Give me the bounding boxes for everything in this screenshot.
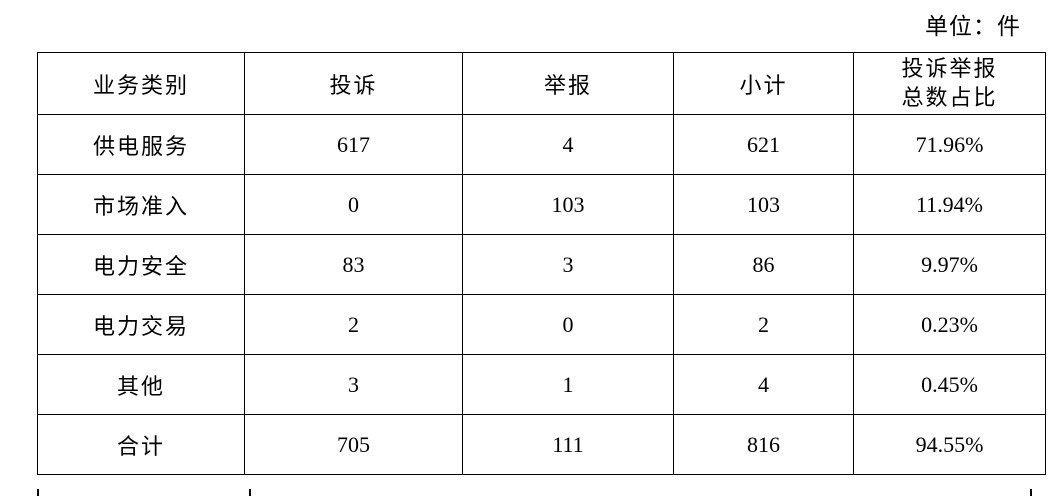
cell-reports: 0 (462, 294, 674, 355)
next-table-cutoff-tick (37, 489, 39, 496)
row-power-safety: 电力安全 83 3 86 9.97% (37, 234, 1046, 295)
cell-complaints: 3 (244, 354, 463, 415)
cell-reports: 103 (462, 174, 674, 235)
header-percentage: 投诉举报 总数占比 (853, 52, 1046, 115)
header-subtotal: 小计 (673, 52, 854, 115)
cell-complaints: 2 (244, 294, 463, 355)
cell-category: 合计 (37, 414, 245, 475)
row-others: 其他 3 1 4 0.45% (37, 354, 1046, 415)
unit-label: 单位：件 (925, 14, 1021, 39)
cell-subtotal: 4 (673, 354, 854, 415)
header-business-category: 业务类别 (37, 52, 245, 115)
next-table-cutoff-tick (1030, 489, 1032, 496)
cell-reports: 3 (462, 234, 674, 295)
cell-subtotal: 2 (673, 294, 854, 355)
cell-category: 电力安全 (37, 234, 245, 295)
header-percentage-line2: 总数占比 (901, 84, 998, 110)
cell-subtotal: 816 (673, 414, 854, 475)
complaints-reports-table: 业务类别 投诉 举报 小计 投诉举报 总数占比 供电服务 617 4 621 7… (37, 52, 1046, 475)
cell-complaints: 0 (244, 174, 463, 235)
cell-subtotal: 86 (673, 234, 854, 295)
cell-complaints: 83 (244, 234, 463, 295)
cell-reports: 4 (462, 114, 674, 175)
header-complaints: 投诉 (244, 52, 463, 115)
cell-category: 其他 (37, 354, 245, 415)
cell-subtotal: 103 (673, 174, 854, 235)
cell-reports: 1 (462, 354, 674, 415)
cell-subtotal: 621 (673, 114, 854, 175)
cell-category: 供电服务 (37, 114, 245, 175)
cell-percentage: 0.45% (853, 354, 1046, 415)
cell-category: 市场准入 (37, 174, 245, 235)
cell-percentage: 0.23% (853, 294, 1046, 355)
cell-category: 电力交易 (37, 294, 245, 355)
cell-percentage: 11.94% (853, 174, 1046, 235)
cell-complaints: 705 (244, 414, 463, 475)
row-total: 合计 705 111 816 94.55% (37, 414, 1046, 475)
row-power-trading: 电力交易 2 0 2 0.23% (37, 294, 1046, 355)
header-reports: 举报 (462, 52, 674, 115)
cell-percentage: 71.96% (853, 114, 1046, 175)
next-table-cutoff-tick (249, 489, 251, 496)
cell-percentage: 94.55% (853, 414, 1046, 475)
row-market-access: 市场准入 0 103 103 11.94% (37, 174, 1046, 235)
cell-reports: 111 (462, 414, 674, 475)
row-power-supply-service: 供电服务 617 4 621 71.96% (37, 114, 1046, 175)
cell-complaints: 617 (244, 114, 463, 175)
header-percentage-line1: 投诉举报 (901, 55, 998, 81)
table-header-row: 业务类别 投诉 举报 小计 投诉举报 总数占比 (37, 52, 1046, 115)
cell-percentage: 9.97% (853, 234, 1046, 295)
